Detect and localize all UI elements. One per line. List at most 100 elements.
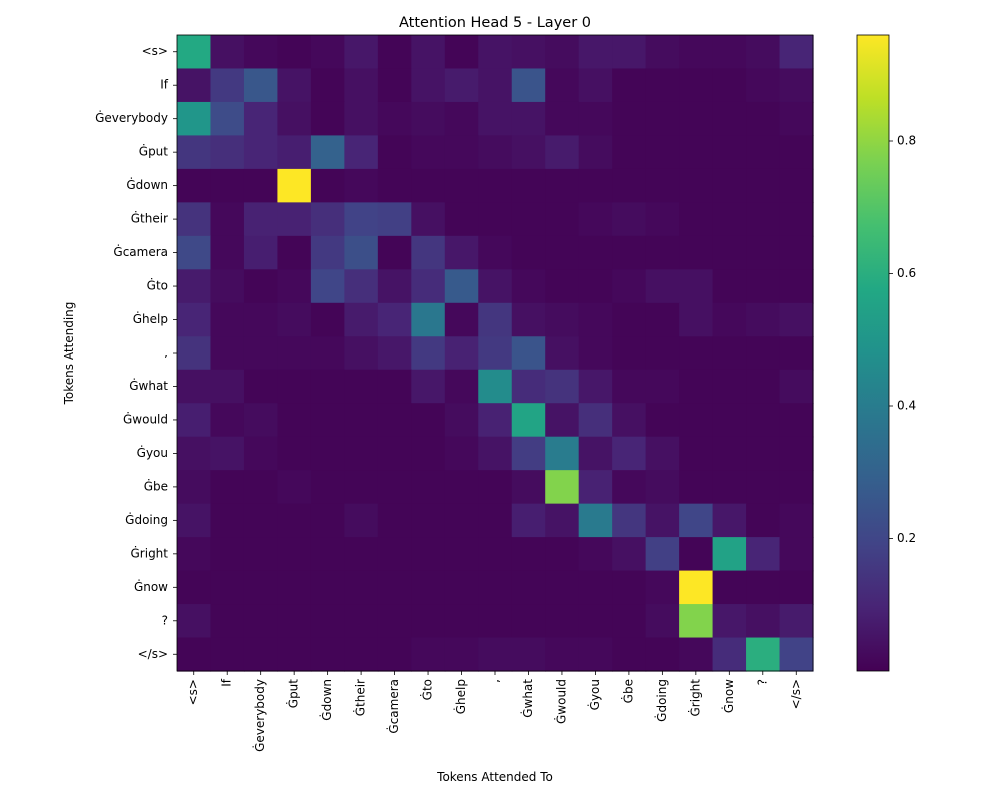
- heatmap-cell: [277, 135, 312, 170]
- heatmap-cell: [779, 403, 814, 438]
- heatmap-cell: [578, 235, 613, 270]
- heatmap-cell: [377, 537, 412, 572]
- heatmap-cell: [444, 604, 479, 639]
- heatmap-cell: [679, 537, 714, 572]
- y-tick-label: Ġright: [131, 544, 169, 560]
- heatmap-cell: [578, 604, 613, 639]
- heatmap-cell: [377, 403, 412, 438]
- heatmap-cell: [411, 403, 446, 438]
- heatmap-cell: [444, 537, 479, 572]
- heatmap-cell: [210, 101, 245, 137]
- heatmap-cell: [511, 302, 546, 337]
- heatmap-cell: [545, 336, 580, 371]
- heatmap-cell: [277, 604, 312, 639]
- heatmap-cell: [578, 135, 613, 170]
- heatmap-cell: [478, 269, 513, 304]
- heatmap-cell: [344, 235, 379, 270]
- heatmap-cell: [779, 235, 814, 270]
- heatmap-cell: [746, 336, 781, 371]
- heatmap-cell: [177, 269, 212, 304]
- heatmap-cell: [377, 202, 412, 237]
- heatmap-cell: [746, 436, 781, 471]
- heatmap-cell: [411, 436, 446, 471]
- heatmap-cell: [511, 135, 546, 170]
- heatmap-cell: [645, 35, 680, 70]
- heatmap-cell: [545, 369, 580, 404]
- heatmap-cell: [679, 302, 714, 337]
- heatmap-cell: [612, 436, 647, 471]
- heatmap-cell: [746, 68, 781, 103]
- heatmap-cell: [243, 336, 279, 371]
- x-tick-label: Ġwhat: [519, 679, 535, 718]
- heatmap-cell: [243, 68, 279, 103]
- heatmap-cell: [243, 637, 279, 672]
- heatmap-cell: [545, 436, 580, 471]
- heatmap-cell: [712, 436, 747, 471]
- heatmap-cell: [578, 537, 613, 572]
- colorbar-frame: [856, 34, 890, 672]
- heatmap-cell: [645, 403, 680, 438]
- heatmap-cell: [277, 202, 312, 237]
- y-tick-label: Ġto: [147, 277, 168, 293]
- heatmap-cell: [277, 537, 312, 572]
- heatmap-cell: [679, 168, 714, 203]
- heatmap-cell: [277, 68, 312, 103]
- heatmap-cell: [545, 68, 580, 103]
- heatmap-cell: [277, 470, 312, 505]
- x-tick-label: Ġyou: [586, 679, 602, 710]
- heatmap-cell: [243, 235, 279, 270]
- heatmap-cell: [578, 369, 613, 404]
- heatmap-cell: [779, 637, 814, 672]
- heatmap-cell: [277, 637, 312, 672]
- heatmap-cell: [243, 503, 279, 538]
- heatmap-cell: [310, 202, 345, 237]
- heatmap-cell: [344, 269, 379, 304]
- heatmap-cell: [277, 369, 312, 404]
- heatmap-cell: [444, 637, 479, 672]
- heatmap-cell: [377, 269, 412, 304]
- y-axis-label: Tokens Attending: [62, 302, 76, 406]
- heatmap-cell: [411, 637, 446, 672]
- heatmap-cell: [444, 336, 479, 371]
- heatmap-cell: [511, 235, 546, 270]
- heatmap-cell: [612, 168, 647, 203]
- heatmap-cell: [511, 35, 546, 70]
- heatmap-cell: [310, 537, 345, 572]
- y-tick-label: If: [160, 78, 169, 92]
- heatmap-cell: [177, 436, 212, 471]
- heatmap-cell: [511, 637, 546, 672]
- heatmap-cell: [310, 403, 345, 438]
- heatmap-cell: [177, 101, 212, 137]
- heatmap-cell: [712, 503, 747, 538]
- y-tick-label: Ġtheir: [131, 210, 168, 226]
- heatmap-cell: [679, 336, 714, 371]
- heatmap-cell: [511, 604, 546, 639]
- heatmap-cell: [344, 202, 379, 237]
- heatmap-cell: [612, 35, 647, 70]
- heatmap-cell: [712, 101, 747, 137]
- heatmap-cell: [344, 470, 379, 505]
- heatmap-cell: [746, 235, 781, 270]
- heatmap-cell: [679, 101, 714, 137]
- heatmap-cell: [210, 503, 245, 538]
- heatmap-cell: [377, 35, 412, 70]
- heatmap-cell: [411, 202, 446, 237]
- x-tick-label: Ġput: [285, 679, 301, 709]
- heatmap-cell: [679, 604, 714, 639]
- heatmap-cell: [746, 202, 781, 237]
- heatmap-cell: [411, 369, 446, 404]
- y-tick-label: Ġwould: [123, 410, 168, 426]
- heatmap-cell: [645, 537, 680, 572]
- heatmap-cell: [478, 403, 513, 438]
- heatmap-cell: [511, 403, 546, 438]
- heatmap-cell: [444, 302, 479, 337]
- heatmap-cell: [746, 604, 781, 639]
- heatmap-cell: [478, 336, 513, 371]
- heatmap-cell: [444, 369, 479, 404]
- heatmap-cell: [612, 503, 647, 538]
- heatmap-cell: [310, 570, 345, 605]
- heatmap-cell: [243, 436, 279, 471]
- heatmap-cell: [712, 235, 747, 270]
- heatmap-cell: [578, 570, 613, 605]
- heatmap-cell: [779, 336, 814, 371]
